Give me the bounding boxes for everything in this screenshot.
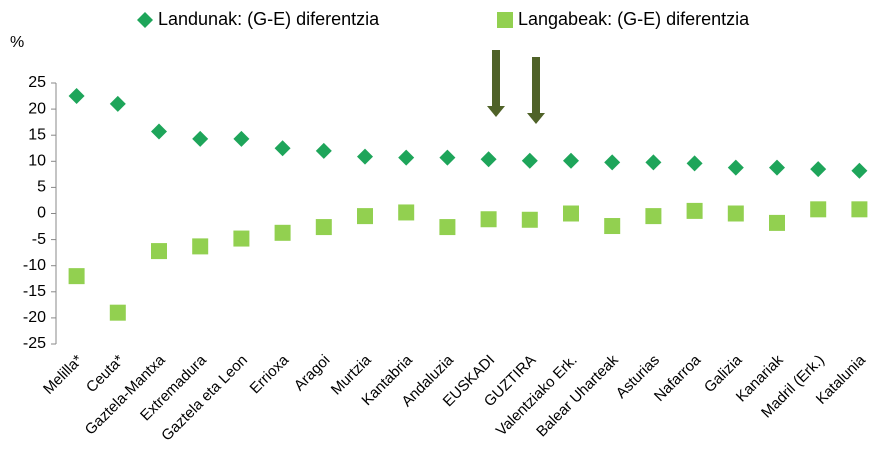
square-point — [851, 201, 868, 218]
square-point — [480, 211, 497, 228]
arrow-annotations — [487, 50, 545, 124]
diamond-point — [68, 88, 85, 105]
square-point — [521, 211, 538, 228]
x-tick-label: Aragoi — [291, 352, 334, 395]
diamond-point — [851, 162, 868, 179]
diamond-point — [315, 142, 332, 159]
square-point — [109, 304, 126, 321]
legend-label: Landunak: (G-E) diferentzia — [158, 9, 380, 29]
legend-marker — [497, 12, 513, 28]
square-point — [604, 218, 621, 235]
square-point — [233, 230, 250, 247]
y-tick-label: 5 — [37, 179, 46, 196]
square-point — [398, 204, 415, 221]
y-tick-label: 10 — [28, 153, 46, 170]
diamond-point — [151, 123, 167, 140]
legend-label: Langabeak: (G-E) diferentzia — [518, 9, 750, 29]
y-tick-label: 15 — [28, 126, 46, 143]
square-point — [151, 243, 167, 260]
y-tick-label: -10 — [23, 257, 46, 274]
diamond-point — [357, 148, 373, 165]
square-point — [439, 219, 456, 236]
diamond-point — [439, 149, 456, 166]
diamond-point — [274, 140, 291, 157]
diamond-point — [604, 154, 621, 171]
diamond-point — [563, 152, 579, 169]
diamond-point — [109, 95, 126, 112]
y-tick-label: 20 — [28, 100, 46, 117]
y-tick-label: -25 — [23, 335, 46, 352]
diamond-point — [480, 151, 497, 168]
square-point — [563, 205, 579, 222]
y-tick-label: -15 — [23, 283, 46, 300]
arrow — [487, 50, 505, 117]
square-point — [315, 219, 332, 236]
arrow — [527, 57, 545, 124]
y-tick-label: 25 — [28, 74, 46, 91]
x-tick-label: Nafarroa — [651, 351, 705, 405]
y-axis-label: % — [10, 34, 24, 51]
diamond-point — [192, 130, 209, 147]
y-tick-label: 0 — [37, 205, 46, 222]
square-point — [68, 268, 85, 285]
diamond-point — [686, 155, 703, 172]
square-point — [645, 208, 662, 225]
diamond-point — [727, 159, 744, 176]
y-tick-label: -5 — [32, 231, 46, 248]
square-point — [192, 238, 209, 255]
diamond-point — [645, 154, 662, 171]
x-tick-label: Errioxa — [247, 351, 293, 397]
diamond-point — [521, 152, 538, 169]
y-tick-label: -20 — [23, 309, 46, 326]
square-point — [727, 205, 744, 222]
diamond-point — [398, 149, 415, 166]
diamond-point — [810, 161, 827, 178]
x-tick-label: Melilla* — [40, 352, 86, 398]
square-point — [686, 202, 703, 219]
square-point — [274, 224, 291, 241]
square-point — [769, 214, 785, 231]
square-point — [357, 208, 373, 225]
diamond-point — [233, 130, 250, 147]
diamond-point — [769, 159, 785, 176]
square-point — [810, 201, 827, 218]
legend-marker — [137, 12, 153, 28]
